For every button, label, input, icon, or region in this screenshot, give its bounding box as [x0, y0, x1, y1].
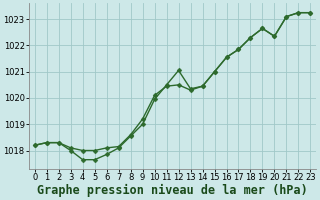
X-axis label: Graphe pression niveau de la mer (hPa): Graphe pression niveau de la mer (hPa) — [37, 183, 308, 197]
